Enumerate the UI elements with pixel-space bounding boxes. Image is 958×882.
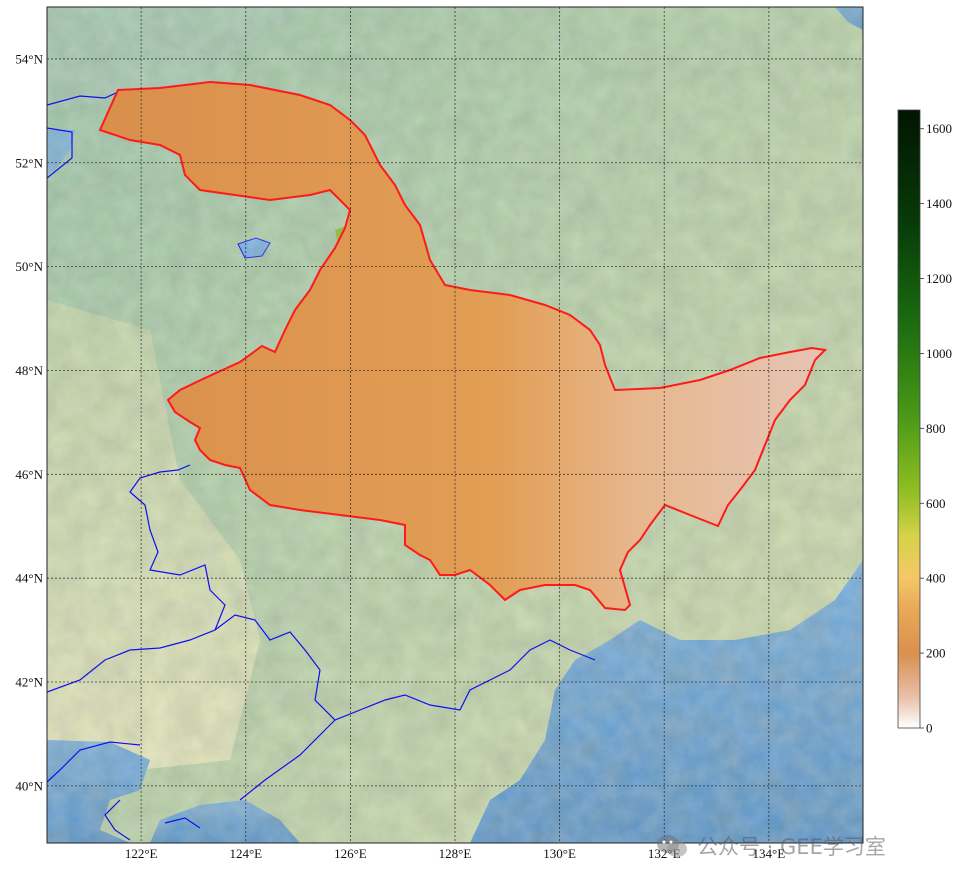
latitude-labels: 54°N 52°N 50°N 48°N 46°N 44°N 42°N 40°N (15, 51, 43, 793)
lon-tick-label: 126°E (334, 846, 367, 861)
wechat-icon (657, 835, 687, 857)
lat-tick-label: 46°N (15, 467, 43, 482)
study-region (99, 81, 826, 611)
provincial-borders (47, 91, 596, 841)
map-frame (46, 6, 864, 844)
lon-tick-label: 122°E (125, 846, 158, 861)
lon-tick-label: 128°E (439, 846, 472, 861)
watermark-text: 公众号 · GEE学习室 (697, 835, 886, 859)
colorbar-tick-label: 400 (926, 571, 946, 586)
colorbar-tick-label: 800 (926, 421, 946, 436)
gridlines (47, 7, 863, 843)
lat-tick-label: 40°N (15, 778, 43, 793)
colorbar-tick-label: 1600 (926, 121, 952, 136)
colorbar-tick-label: 200 (926, 646, 946, 661)
colorbar-tick-label: 1400 (926, 196, 952, 211)
watermark: 公众号 · GEE学习室 (655, 830, 945, 862)
border-bohai-coast (47, 741, 141, 783)
border-jilin-liaoning (214, 614, 596, 721)
lat-tick-label: 50°N (15, 259, 43, 274)
colorbar-tick-label: 1200 (926, 271, 952, 286)
border-islands (164, 817, 201, 829)
lat-tick-label: 54°N (15, 51, 43, 66)
colorbar-tick-label: 1000 (926, 346, 952, 361)
lat-tick-label: 42°N (15, 675, 43, 690)
border-north (47, 91, 119, 106)
colorbar-tick-label: 0 (926, 721, 933, 736)
border-northwest (47, 127, 73, 179)
colorbar: 0 200 400 600 800 1000 1200 1400 1600 (897, 109, 952, 736)
colorbar-tick-label: 600 (926, 496, 946, 511)
colorbar-ticks: 0 200 400 600 800 1000 1200 1400 1600 (920, 121, 952, 736)
border-inner-mongolia-jilin (47, 464, 226, 693)
lat-tick-label: 44°N (15, 571, 43, 586)
lon-tick-label: 124°E (229, 846, 262, 861)
border-liaoning-hebei (239, 719, 336, 801)
lat-tick-label: 48°N (15, 363, 43, 378)
lon-tick-label: 134°E (753, 846, 786, 861)
colorbar-ramp (897, 109, 921, 729)
lat-tick-label: 52°N (15, 155, 43, 170)
border-liaodong (104, 799, 131, 841)
lon-tick-label: 130°E (543, 846, 576, 861)
